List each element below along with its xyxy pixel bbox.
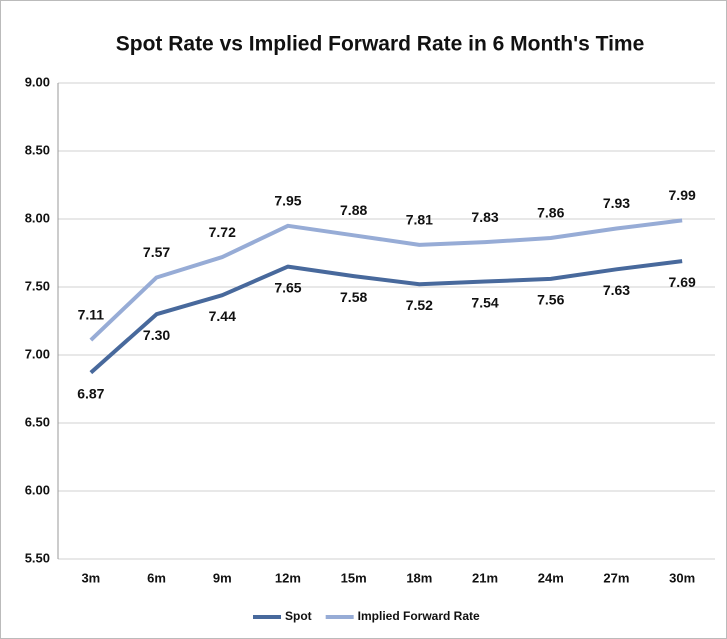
- y-tick-label: 7.00: [25, 346, 50, 361]
- data-label: 7.81: [406, 212, 433, 228]
- data-label: 7.65: [274, 279, 301, 295]
- x-tick-label: 24m: [538, 570, 564, 585]
- data-label: 7.57: [143, 244, 170, 260]
- chart-title: Spot Rate vs Implied Forward Rate in 6 M…: [116, 33, 645, 56]
- series-line: [89, 218, 683, 342]
- x-tick-label: 21m: [472, 570, 498, 585]
- x-tick-label: 27m: [603, 570, 629, 585]
- data-label: 7.52: [406, 297, 433, 313]
- data-label: 7.44: [209, 308, 236, 324]
- data-label: 7.93: [603, 195, 630, 211]
- y-tick-label: 6.50: [25, 414, 50, 429]
- legend-label: Spot: [285, 609, 312, 623]
- data-label: 7.58: [340, 289, 367, 305]
- data-label: 7.30: [143, 327, 170, 343]
- data-label: 7.99: [669, 187, 696, 203]
- y-tick-label: 8.50: [25, 142, 50, 157]
- data-label: 6.87: [77, 385, 104, 401]
- y-tick-label: 9.00: [25, 74, 50, 89]
- data-label: 7.86: [537, 205, 564, 221]
- y-tick-label: 7.50: [25, 278, 50, 293]
- data-label: 7.63: [603, 282, 630, 298]
- y-tick-label: 5.50: [25, 550, 50, 565]
- data-label: 7.88: [340, 202, 367, 218]
- data-label: 7.95: [274, 193, 301, 209]
- legend-label: Implied Forward Rate: [358, 609, 480, 623]
- x-tick-label: 9m: [213, 570, 232, 585]
- x-tick-label: 12m: [275, 570, 301, 585]
- data-label: 7.83: [471, 209, 498, 225]
- data-label: 7.72: [209, 224, 236, 240]
- x-tick-label: 6m: [147, 570, 166, 585]
- y-tick-label: 6.00: [25, 482, 50, 497]
- series-line: [89, 259, 683, 375]
- data-label: 7.56: [537, 292, 564, 308]
- y-tick-label: 8.00: [25, 210, 50, 225]
- x-tick-label: 3m: [81, 570, 100, 585]
- x-tick-label: 15m: [341, 570, 367, 585]
- data-label: 7.69: [669, 274, 696, 290]
- x-tick-label: 18m: [406, 570, 432, 585]
- data-label: 7.54: [471, 294, 498, 310]
- x-tick-label: 30m: [669, 570, 695, 585]
- data-label: 7.11: [78, 307, 105, 323]
